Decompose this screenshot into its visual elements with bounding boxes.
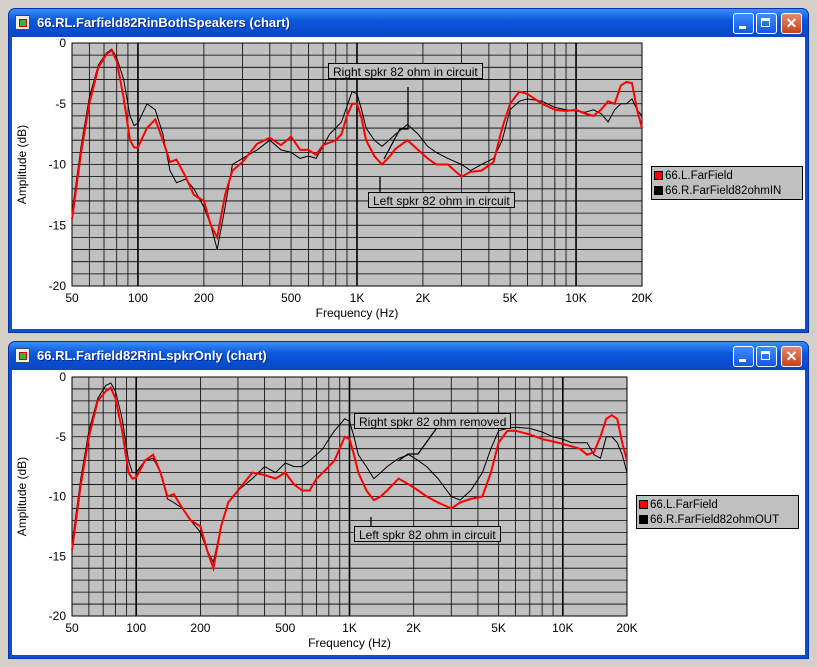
x-tick-label: 50 xyxy=(65,621,79,635)
chart-area: 50 100 200 500 1K 2K 5K 10K 20K 0 -5 -10 -15 -20 Frequ… xyxy=(12,370,805,655)
title-bar[interactable]: 66.RL.Farfield82RinLspkrOnly (chart) ✕ xyxy=(9,342,808,370)
x-tick-label: 1K xyxy=(342,621,357,635)
chart-svg: 50 100 200 500 1K 2K 5K 10K 20K 0 -5 -10 -15 -20 Frequ… xyxy=(15,37,653,320)
legend-label: 66.R.FarField82ohmOUT xyxy=(650,513,780,526)
x-tick-label: 2K xyxy=(406,621,421,635)
x-axis-label: Frequency (Hz) xyxy=(316,306,399,320)
x-axis-label: Frequency (Hz) xyxy=(308,636,391,650)
series-line xyxy=(71,386,628,573)
minimize-button[interactable] xyxy=(733,13,754,34)
close-button[interactable]: ✕ xyxy=(781,346,802,367)
x-tick-label: 20K xyxy=(616,621,637,635)
x-tick-label: 2K xyxy=(416,291,431,305)
chart-legend: 66.L.FarField 66.R.FarField82ohmOUT xyxy=(636,495,799,529)
legend-entry: 66.L.FarField xyxy=(654,168,800,183)
x-tick-label: 10K xyxy=(565,291,586,305)
annotation-leader-line xyxy=(383,87,409,160)
x-tick-label: 100 xyxy=(128,291,148,305)
legend-swatch-red xyxy=(654,171,663,180)
y-tick-label: -10 xyxy=(49,158,67,172)
y-tick-label: -15 xyxy=(49,549,67,563)
annotation-right-spkr[interactable]: Right spkr 82 ohm in circuit xyxy=(328,63,483,79)
x-tick-label: 50 xyxy=(65,291,79,305)
series-line xyxy=(71,48,643,250)
x-tick-label: 1K xyxy=(350,291,365,305)
minimize-button[interactable] xyxy=(733,346,754,367)
y-tick-label: -5 xyxy=(55,430,66,444)
maximize-button[interactable] xyxy=(756,346,777,367)
chart-window-lspkr-only: 66.RL.Farfield82RinLspkrOnly (chart) ✕ 5… xyxy=(8,341,809,659)
plot-border xyxy=(71,376,628,617)
chart-legend: 66.L.FarField 66.R.FarField82ohmIN xyxy=(651,166,803,200)
y-tick-label: -20 xyxy=(49,609,67,623)
chart-area: 50 100 200 500 1K 2K 5K 10K 20K 0 -5 -10 -15 -20 Frequ… xyxy=(12,37,805,329)
x-tick-label: 200 xyxy=(190,621,210,635)
x-tick-label: 10K xyxy=(552,621,573,635)
series-line xyxy=(71,382,628,564)
y-tick-label: 0 xyxy=(59,370,66,384)
legend-swatch-red xyxy=(639,500,648,509)
legend-entry: 66.L.FarField xyxy=(639,497,796,512)
x-tick-label: 20K xyxy=(631,291,652,305)
chart-window-both-speakers: 66.RL.Farfield82RinBothSpeakers (chart) … xyxy=(8,8,809,333)
legend-label: 66.L.FarField xyxy=(650,498,718,511)
plot-border xyxy=(71,42,643,287)
x-tick-label: 500 xyxy=(275,621,295,635)
legend-entry: 66.R.FarField82ohmOUT xyxy=(639,512,796,527)
series-line xyxy=(71,48,643,241)
legend-label: 66.L.FarField xyxy=(665,169,733,182)
window-title: 66.RL.Farfield82RinBothSpeakers (chart) xyxy=(37,15,290,30)
chart-svg: 50 100 200 500 1K 2K 5K 10K 20K 0 -5 -10 -15 -20 Frequ… xyxy=(15,370,638,650)
x-tick-label: 5K xyxy=(503,291,518,305)
legend-swatch-black xyxy=(654,186,663,195)
title-bar[interactable]: 66.RL.Farfield82RinBothSpeakers (chart) … xyxy=(9,9,808,37)
y-axis-label: Amplitude (dB) xyxy=(15,125,29,204)
legend-entry: 66.R.FarField82ohmIN xyxy=(654,183,800,198)
annotation-right-spkr[interactable]: Right spkr 82 ohm removed xyxy=(354,413,512,429)
x-tick-label: 500 xyxy=(281,291,301,305)
chart-app-icon[interactable] xyxy=(15,348,30,363)
chart-app-icon[interactable] xyxy=(15,15,30,30)
annotation-left-spkr[interactable]: Left spkr 82 ohm in circuit xyxy=(354,526,501,542)
maximize-button[interactable] xyxy=(756,13,777,34)
x-tick-label: 200 xyxy=(194,291,214,305)
y-tick-label: 0 xyxy=(59,37,66,50)
close-button[interactable]: ✕ xyxy=(781,13,802,34)
y-tick-label: -5 xyxy=(55,97,66,111)
annotation-leader-line xyxy=(397,428,437,462)
y-tick-label: -15 xyxy=(49,218,67,232)
x-tick-label: 5K xyxy=(491,621,506,635)
legend-swatch-black xyxy=(639,515,648,524)
y-tick-label: -20 xyxy=(49,279,67,293)
x-tick-label: 100 xyxy=(126,621,146,635)
window-title: 66.RL.Farfield82RinLspkrOnly (chart) xyxy=(37,348,267,363)
y-tick-label: -10 xyxy=(49,490,67,504)
annotation-left-spkr[interactable]: Left spkr 82 ohm in circuit xyxy=(368,192,515,208)
legend-label: 66.R.FarField82ohmIN xyxy=(665,184,782,197)
y-axis-label: Amplitude (dB) xyxy=(15,457,29,536)
